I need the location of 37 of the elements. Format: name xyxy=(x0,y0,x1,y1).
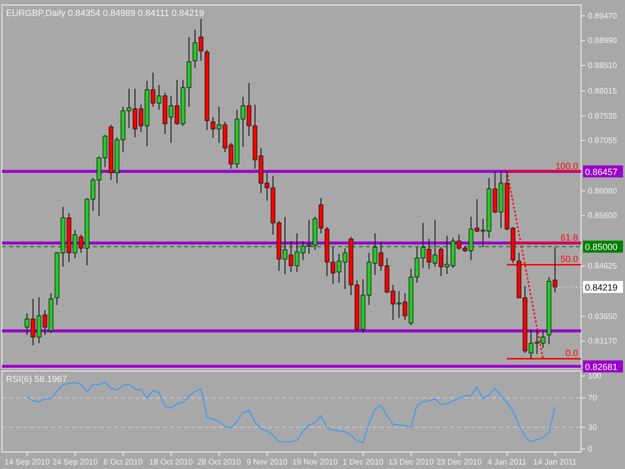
x-tick-label: 6 Oct 2010 xyxy=(103,458,144,467)
y-tick-label: 70 xyxy=(588,394,598,403)
x-tick-label: 18 Oct 2010 xyxy=(149,458,194,467)
y-tick-label: 100 xyxy=(588,372,602,381)
text: 50.0 xyxy=(560,254,578,264)
y-tick-label: 0.88990 xyxy=(588,36,618,46)
x-tick-label: 23 Dec 2010 xyxy=(436,458,482,467)
y-tick-label: 0 xyxy=(588,444,593,454)
y-tick-label: 0.88510 xyxy=(588,60,618,70)
y-tick-label: 0.87055 xyxy=(588,136,618,146)
y-tick-label: 0.89470 xyxy=(588,11,618,20)
x-tick-label: 14 Jan 2011 xyxy=(533,458,578,467)
ref-line-label: 0.85000 xyxy=(585,242,618,252)
x-tick-label: 9 Nov 2010 xyxy=(246,458,288,467)
x-tick-label: 28 Oct 2010 xyxy=(197,458,242,467)
y-tick-label: 0.85600 xyxy=(588,211,618,220)
x-tick-label: 13 Dec 2010 xyxy=(388,458,434,467)
x-tick-label: 19 Nov 2010 xyxy=(292,458,338,467)
ref-line-label: 0.86457 xyxy=(585,166,618,177)
y-tick-label: 0.84625 xyxy=(588,262,618,271)
x-tick-label: 14 Sep 2010 xyxy=(4,458,50,467)
y-tick-label: 0.88015 xyxy=(588,86,618,96)
y-tick-label: 0.87535 xyxy=(588,111,618,120)
chart-title: RSI(6) 58.1967 xyxy=(6,374,68,384)
y-tick-label: 0.83170 xyxy=(588,336,618,346)
x-tick-label: 24 Sep 2010 xyxy=(52,458,98,467)
x-tick-label: 4 Jan 2011 xyxy=(488,458,528,467)
y-tick-label: 0.86080 xyxy=(588,186,618,196)
y-tick-label: 0.83650 xyxy=(588,312,618,321)
text: 61.8 xyxy=(560,232,578,243)
x-tick-label: 1 Dec 2010 xyxy=(342,458,384,467)
annotation: 100.0 xyxy=(555,160,578,171)
annotation: 0.84219 xyxy=(585,282,618,292)
y-tick-label: 30 xyxy=(588,422,598,432)
ref-line-label: 0.82681 xyxy=(585,362,618,372)
chart-title: EURGBP,Daily 0.84354 0.84989 0.84111 0.84219 xyxy=(6,8,204,18)
text: 0.0 xyxy=(565,348,578,358)
